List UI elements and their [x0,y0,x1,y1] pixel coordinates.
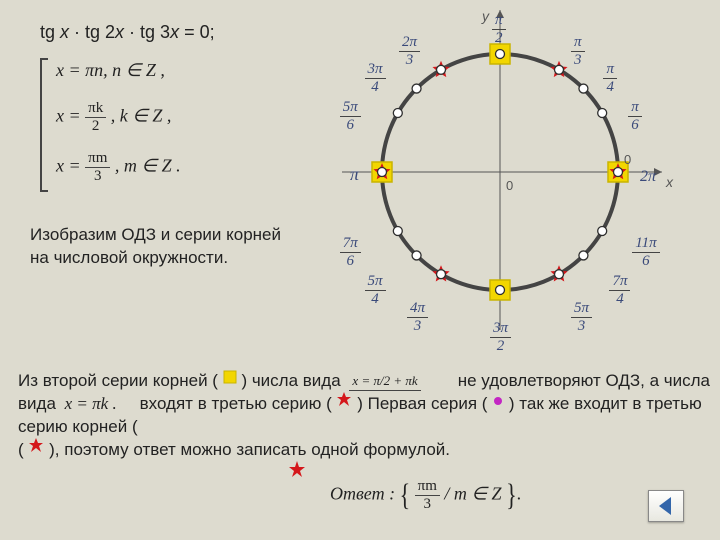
yellow-square-marker-inline [223,368,237,391]
angle-label: 11π6 [632,235,659,270]
back-button[interactable] [648,490,684,522]
angle-label: 5π3 [571,300,592,335]
zero-center: 0 [506,178,513,193]
solution-line-2: x = πk2 , k ∈ Z , [56,100,171,135]
red-star-marker-inline-1 [336,391,352,414]
angle-label: π6 [628,99,642,134]
angle-label: 3π2 [490,320,511,355]
red-star-marker-outer [288,460,306,485]
answer-line: Ответ : { πm3 / m ∈ Z }. [330,478,521,513]
angle-label: 7π6 [340,235,361,270]
angle-label: π2 [492,12,506,47]
angle-label: 2π3 [399,34,420,69]
angle-label: π4 [603,61,617,96]
red-star-marker-inline-2 [28,437,44,460]
magenta-dot-marker-inline [492,391,504,414]
x-axis-label: x [666,174,673,190]
solution-line-3: x = πm3 , m ∈ Z . [56,150,181,185]
two-pi-label: 2π [640,168,656,186]
solution-line-1: x = πn, n ∈ Z , [56,60,165,81]
pi-label: π [350,164,359,185]
angle-label: 4π3 [407,300,428,335]
solutions-bracket [40,58,48,192]
text-explanation: Из второй серии корней ( ) числа вида x … [18,370,718,487]
zero-right: 0 [624,152,631,167]
angle-label: 7π4 [609,273,630,308]
y-axis-label: y [482,8,489,24]
main-equation: tg x · tg 2x · tg 3x = 0; [40,22,215,43]
angle-label: 5π4 [365,273,386,308]
angle-label: π3 [571,34,585,69]
angle-label: 5π6 [340,99,361,134]
text-odz: Изобразим ОДЗ и серии корней на числовой… [30,224,290,270]
angle-label: 3π4 [365,61,386,96]
back-arrow-icon [649,491,683,521]
